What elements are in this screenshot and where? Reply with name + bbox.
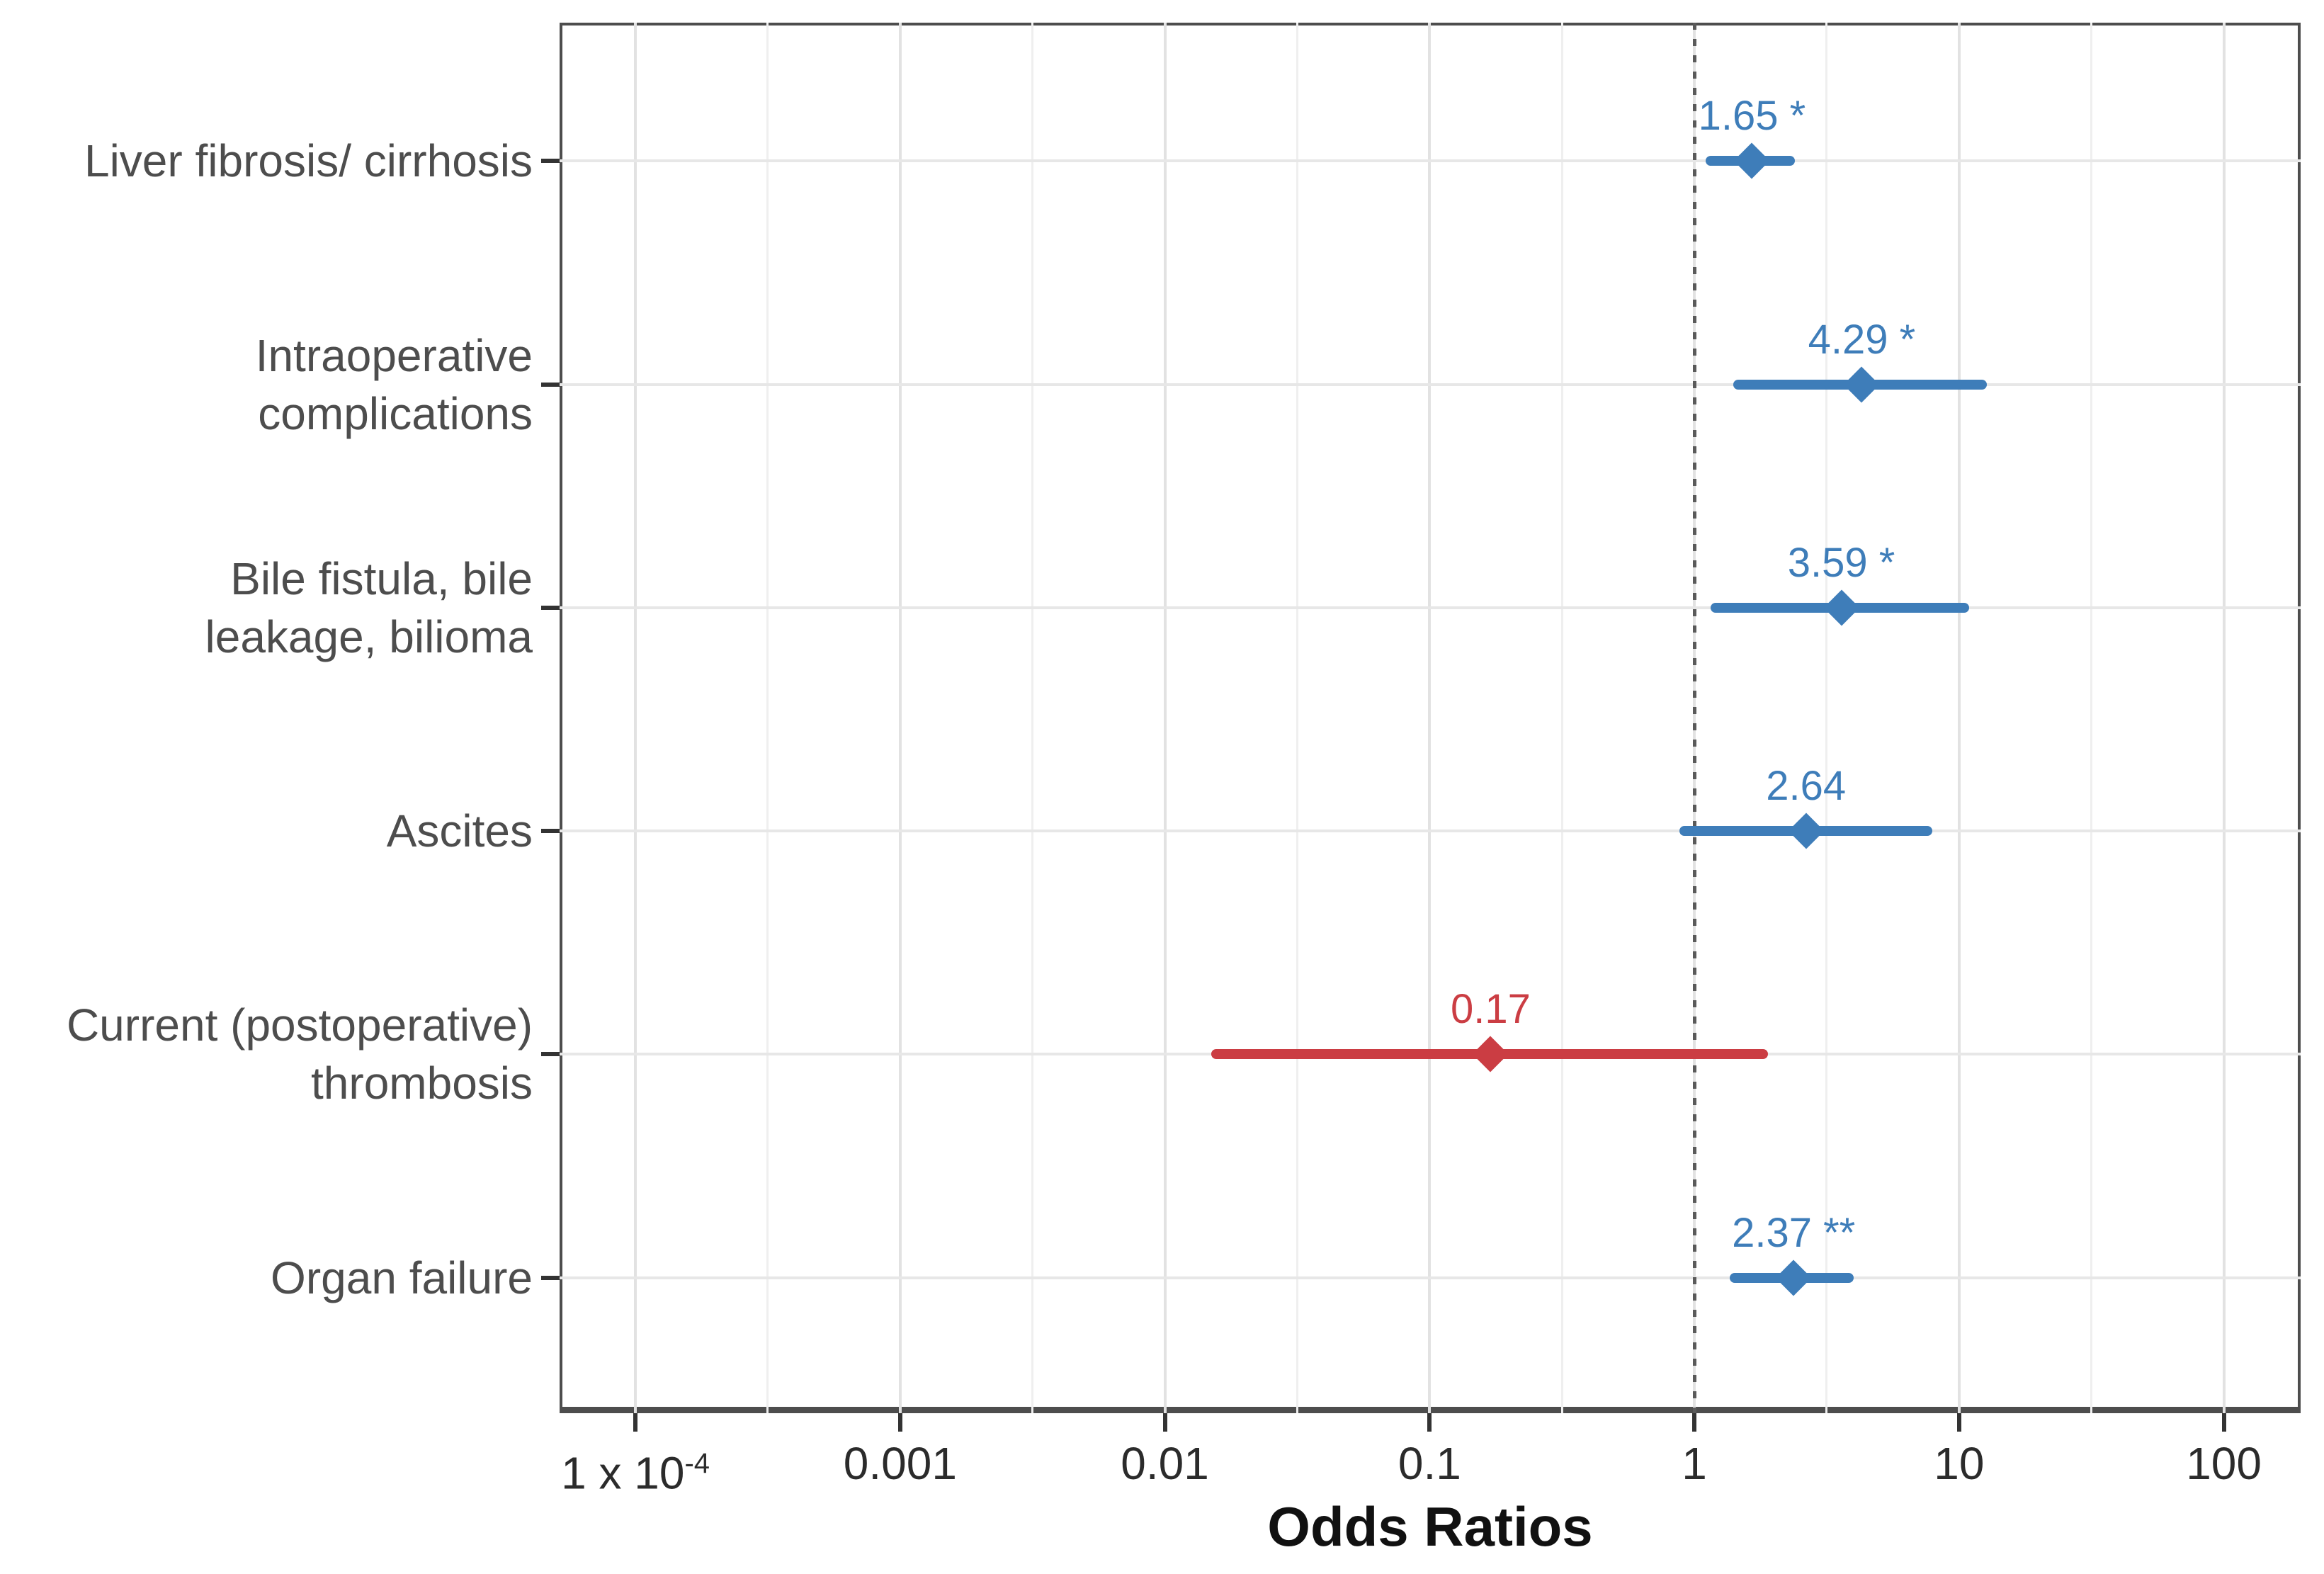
row-gridline: [560, 606, 2301, 609]
y-axis-tick: [541, 605, 560, 610]
x-tick-label: 0.1: [1398, 1438, 1461, 1489]
y-category-label: Intraoperative complications: [0, 327, 533, 443]
odds-ratio-value-label: 4.29 *: [1808, 316, 1916, 363]
minor-gridline: [1031, 23, 1034, 1413]
x-axis-tick: [1427, 1413, 1432, 1432]
x-axis-tick: [897, 1413, 902, 1432]
y-category-label: Bile fistula, bile leakage, bilioma: [0, 550, 533, 666]
major-gridline: [898, 23, 902, 1413]
x-axis-tick: [633, 1413, 638, 1432]
y-category-label-line: complications: [258, 387, 533, 439]
y-axis-tick: [541, 159, 560, 164]
minor-gridline: [1296, 23, 1298, 1413]
y-category-label-line: Bile fistula, bile: [230, 553, 533, 604]
x-tick-label: 100: [2186, 1438, 2262, 1489]
major-gridline: [1428, 23, 1432, 1413]
y-axis-tick: [541, 1052, 560, 1057]
row-gridline: [560, 159, 2301, 163]
x-tick-label: 0.01: [1121, 1438, 1209, 1489]
x-tick-label: 1 x 10-4: [561, 1447, 710, 1499]
minor-gridline: [2090, 23, 2093, 1413]
odds-ratio-value-label: 3.59 *: [1787, 539, 1895, 586]
x-axis-tick: [2221, 1413, 2226, 1432]
y-category-label-line: Intraoperative: [255, 329, 533, 381]
major-gridline: [2222, 23, 2226, 1413]
row-gridline: [560, 830, 2301, 833]
x-axis-title: Odds Ratios: [1267, 1495, 1593, 1558]
y-axis-tick: [541, 829, 560, 834]
y-category-label-line: thrombosis: [311, 1058, 533, 1109]
y-category-label-line: Ascites: [386, 805, 533, 857]
y-category-label-line: Current (postoperative): [66, 1000, 533, 1051]
minor-gridline: [1560, 23, 1563, 1413]
odds-ratio-value-label: 0.17: [1451, 986, 1531, 1033]
x-tick-label: 10: [1934, 1438, 1985, 1489]
major-gridline: [1163, 23, 1167, 1413]
major-gridline: [1957, 23, 1961, 1413]
y-category-label: Current (postoperative) thrombosis: [0, 996, 533, 1112]
major-gridline: [634, 23, 637, 1413]
odds-ratio-value-label: 1.65 *: [1698, 93, 1806, 140]
y-category-label-line: leakage, bilioma: [205, 611, 533, 662]
x-axis-tick: [1692, 1413, 1697, 1432]
minor-gridline: [1825, 23, 1828, 1413]
x-axis-tick: [1162, 1413, 1167, 1432]
row-gridline: [560, 383, 2301, 386]
minor-gridline: [766, 23, 769, 1413]
y-axis-tick: [541, 382, 560, 387]
row-gridline: [560, 1276, 2301, 1279]
x-tick-label-exponent: -4: [684, 1448, 710, 1479]
odds-ratio-value-label: 2.37 **: [1732, 1209, 1856, 1256]
y-category-label: Ascites: [0, 802, 533, 860]
x-tick-label: 0.001: [843, 1438, 957, 1489]
y-category-label-line: Liver fibrosis/ cirrhosis: [84, 135, 533, 187]
x-axis-tick: [1956, 1413, 1961, 1432]
reference-line: [1692, 23, 1696, 1413]
odds-ratio-value-label: 2.64: [1766, 763, 1847, 810]
x-tick-label: 1: [1682, 1438, 1707, 1489]
y-axis-tick: [541, 1275, 560, 1280]
y-category-label: Organ failure: [0, 1249, 533, 1307]
y-category-label-line: Organ failure: [271, 1252, 533, 1303]
y-category-label: Liver fibrosis/ cirrhosis: [0, 132, 533, 190]
